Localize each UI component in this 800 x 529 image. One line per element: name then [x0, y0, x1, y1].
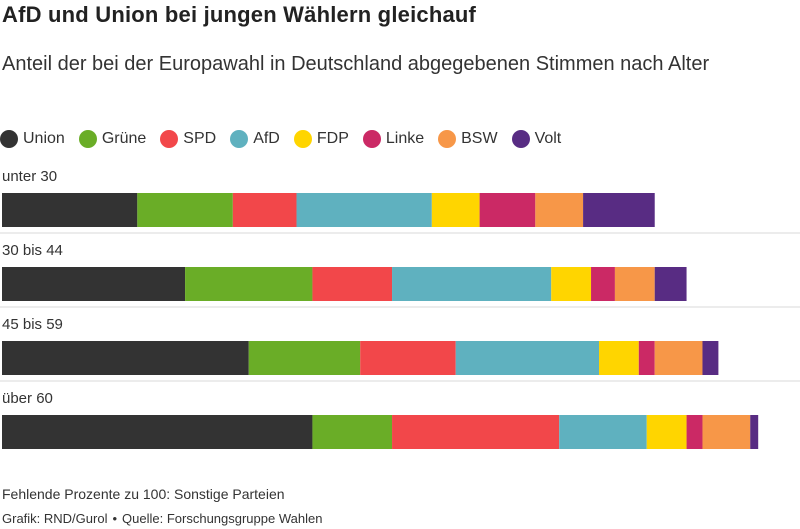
footnote: Fehlende Prozente zu 100: Sonstige Parte… — [2, 486, 285, 502]
bar-segment — [479, 193, 536, 227]
bar-segment — [654, 341, 703, 375]
bar-segment — [638, 341, 655, 375]
credit-text: Grafik: RND/Gurol — [2, 511, 108, 526]
bar-segment — [232, 193, 297, 227]
bar-segment — [455, 341, 599, 375]
legend-item: BSW — [438, 130, 498, 148]
legend-label: SPD — [183, 130, 217, 147]
legend-label: AfD — [253, 130, 280, 147]
legend-swatch — [293, 130, 312, 148]
bar-segment — [591, 267, 615, 301]
stacked-bar-chart: unter 30 30 bis 44 45 bis 59 über 60 — [0, 168, 800, 449]
bar-segment — [535, 193, 584, 227]
legend-label: Grüne — [101, 130, 147, 147]
legend: Union Grüne SPD AfD FDP Linke BSW Volt — [0, 130, 575, 148]
category-label: über 60 — [2, 390, 53, 407]
legend-item: AfD — [230, 130, 280, 148]
separator: • — [112, 511, 118, 526]
bar-segment — [2, 267, 186, 301]
bar-segment — [392, 415, 560, 449]
bar-segment — [185, 267, 313, 301]
legend-item: SPD — [160, 130, 216, 148]
category-label: 30 bis 44 — [2, 242, 63, 259]
category-label: 45 bis 59 — [2, 316, 63, 333]
legend-item: Grüne — [78, 130, 147, 148]
legend-swatch — [230, 130, 249, 148]
bar-segment — [614, 267, 655, 301]
legend-swatch — [160, 130, 179, 148]
bar-segment — [431, 193, 480, 227]
bar-segment — [583, 193, 655, 227]
legend-label: BSW — [461, 130, 498, 147]
bar-segment — [312, 415, 393, 449]
legend-swatch — [438, 130, 457, 148]
legend-swatch — [362, 130, 381, 148]
bar-segment — [686, 415, 703, 449]
chart-subtitle: Anteil der bei der Europawahl in Deutsch… — [2, 53, 710, 75]
legend-swatch — [78, 130, 97, 148]
bar-segment — [2, 415, 313, 449]
legend-swatch — [511, 130, 530, 148]
bar-segment — [392, 267, 552, 301]
bar-segment — [360, 341, 456, 375]
legend-swatch — [0, 130, 18, 148]
bar-segment — [654, 267, 687, 301]
bar-segment — [599, 341, 639, 375]
bar-segment — [2, 341, 249, 375]
bar-segment — [248, 341, 361, 375]
bar-segment — [551, 267, 592, 301]
legend-item: Volt — [511, 130, 562, 148]
legend-item: Linke — [362, 130, 425, 148]
bar-segment — [296, 193, 432, 227]
chart-title: AfD und Union bei jungen Wählern gleicha… — [2, 2, 477, 27]
legend-label: Union — [23, 130, 65, 147]
legend-item: Union — [0, 130, 65, 148]
credits: Grafik: RND/Gurol • Quelle: Forschungsgrup… — [2, 511, 322, 526]
legend-label: Linke — [385, 130, 425, 147]
bar-segment — [702, 415, 751, 449]
legend-label: FDP — [316, 130, 349, 147]
legend-item: FDP — [293, 130, 349, 148]
bar-segment — [2, 193, 138, 227]
bar-segment — [137, 193, 233, 227]
source-text: Quelle: Forschungsgruppe Wahlen — [122, 511, 323, 526]
category-label: unter 30 — [2, 168, 57, 185]
bar-segment — [750, 415, 759, 449]
bar-segment — [559, 415, 647, 449]
bar-segment — [702, 341, 719, 375]
legend-label: Volt — [534, 130, 562, 147]
bar-segment — [646, 415, 687, 449]
bar-segment — [312, 267, 393, 301]
